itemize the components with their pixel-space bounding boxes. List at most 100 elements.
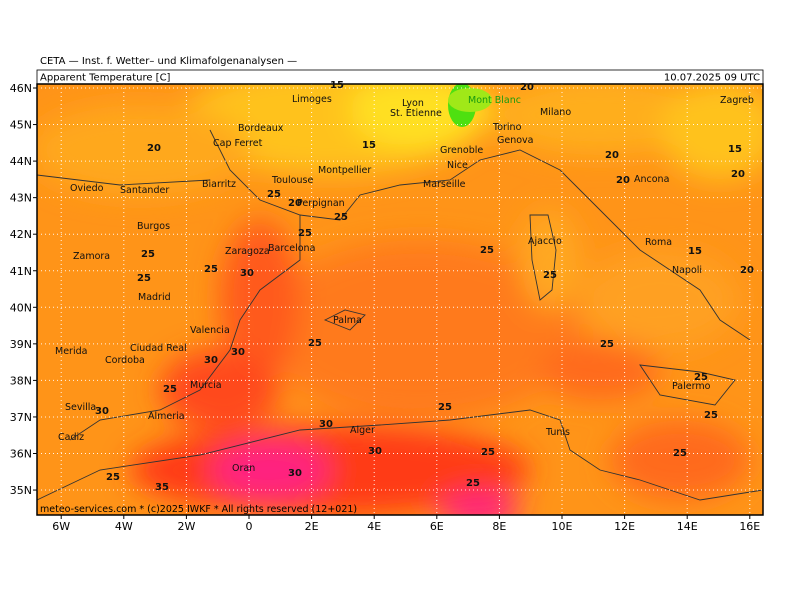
contour-label: 25 (106, 472, 120, 483)
city-label: Merida (55, 346, 87, 357)
city-label: Valencia (190, 325, 230, 336)
city-label: Biarritz (202, 179, 236, 190)
contour-label: 25 (267, 189, 281, 200)
city-label: Napoli (672, 265, 702, 276)
map-frame (36, 83, 764, 516)
lat-tick-label: 45N (10, 119, 32, 132)
lat-tick-label: 41N (10, 265, 32, 278)
city-label: St. Etienne (390, 108, 442, 119)
city-label: Palma (333, 315, 362, 326)
lon-tick-label: 0 (246, 520, 253, 533)
city-label: Perpignan (297, 198, 345, 209)
contour-label: 30 (204, 355, 218, 366)
lon-tick-label: 6W (52, 520, 70, 533)
contour-label: 20 (288, 198, 302, 209)
city-label: Zamora (73, 251, 110, 262)
city-label: Barcelona (268, 243, 315, 254)
city-label: Roma (645, 237, 672, 248)
lon-tick-label: 10E (552, 520, 573, 533)
city-label: Limoges (292, 94, 332, 105)
city-label: Tunis (545, 427, 570, 438)
contour-label: 15 (728, 144, 742, 155)
city-label: Cap Ferret (213, 138, 263, 149)
contour-label: 25 (438, 402, 452, 413)
temperature-field (37, 84, 763, 515)
city-label: Genova (497, 135, 533, 146)
city-label: Cadiz (58, 432, 84, 443)
city-label: Palermo (672, 381, 711, 392)
contour-label: 30 (240, 268, 254, 279)
city-label: Cordoba (105, 355, 145, 366)
lon-tick-label: 4E (367, 520, 381, 533)
city-label: Grenoble (440, 145, 483, 156)
contour-label: 35 (155, 482, 169, 493)
contour-label: 25 (466, 478, 480, 489)
lon-tick-label: 6E (430, 520, 444, 533)
city-label: Milano (540, 107, 571, 118)
contour-label: 25 (334, 212, 348, 223)
city-label: Madrid (138, 292, 171, 303)
contour-label: 25 (694, 372, 708, 383)
contour-label: 15 (362, 140, 376, 151)
city-label: Sevilla (65, 402, 96, 413)
lat-tick-label: 43N (10, 192, 32, 205)
city-label: Zaragoza (225, 246, 270, 257)
lat-tick-label: 40N (10, 301, 32, 314)
contour-label: 30 (288, 468, 302, 479)
contour-label: 25 (480, 245, 494, 256)
lat-tick-label: 36N (10, 448, 32, 461)
city-label: Burgos (137, 221, 170, 232)
contour-label: 25 (600, 339, 614, 350)
city-label: Oviedo (70, 183, 104, 194)
contour-label: 25 (163, 384, 177, 395)
city-label: Bordeaux (238, 123, 284, 134)
city-label: Montpellier (318, 165, 371, 176)
city-label: Alger (350, 425, 375, 436)
lon-tick-label: 4W (115, 520, 133, 533)
lat-tick-label: 37N (10, 411, 32, 424)
lat-tick-label: 42N (10, 228, 32, 241)
contour-label: 30 (319, 419, 333, 430)
valid-time: 10.07.2025 09 UTC (664, 73, 760, 84)
city-label: Santander (120, 185, 169, 196)
contour-label: 15 (688, 246, 702, 257)
contour-label: 25 (704, 410, 718, 421)
city-label: Zagreb (720, 95, 754, 106)
contour-label: 20 (740, 265, 754, 276)
lat-tick-label: 39N (10, 338, 32, 351)
contour-label: 25 (308, 338, 322, 349)
contour-label: 20 (520, 82, 534, 93)
contour-label: 25 (481, 447, 495, 458)
lon-tick-label: 8E (492, 520, 506, 533)
city-label: Ciudad Real (130, 343, 187, 354)
lat-tick-label: 44N (10, 155, 32, 168)
lat-tick-label: 38N (10, 374, 32, 387)
copyright: meteo-services.com * (c)2025 IWKF * All … (40, 504, 357, 515)
city-label: Torino (492, 122, 522, 133)
contour-label: 25 (204, 264, 218, 275)
city-label: Mont Blanc (468, 95, 521, 106)
city-label: Ancona (634, 174, 669, 185)
contour-label: 25 (141, 249, 155, 260)
lon-tick-label: 12E (614, 520, 635, 533)
city-label: Lyon (402, 98, 424, 109)
city-label: Ajaccio (528, 236, 562, 247)
contour-label: 20 (147, 143, 161, 154)
contour-label: 30 (231, 347, 245, 358)
institute: CETA — Inst. f. Wetter– und Klimafolgena… (40, 56, 297, 67)
contour-label: 15 (330, 80, 344, 91)
contour-label: 20 (605, 150, 619, 161)
city-label: Marseille (423, 179, 466, 190)
contour-label: 20 (616, 175, 630, 186)
lon-tick-label: 14E (677, 520, 698, 533)
contour-label: 25 (673, 448, 687, 459)
contour-label: 20 (731, 169, 745, 180)
contour-label: 25 (298, 228, 312, 239)
city-label: Almeria (148, 411, 185, 422)
city-label: Murcia (190, 380, 222, 391)
lon-tick-label: 16E (739, 520, 760, 533)
contour-label: 30 (368, 446, 382, 457)
contour-label: 30 (95, 406, 109, 417)
contour-label: 25 (137, 273, 151, 284)
lat-tick-label: 46N (10, 82, 32, 95)
